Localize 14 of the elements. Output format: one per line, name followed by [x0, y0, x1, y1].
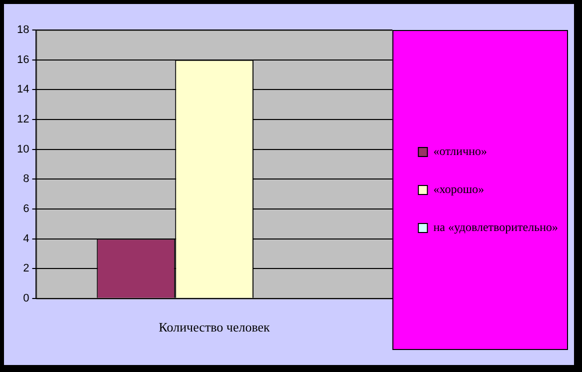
y-tick-label: 6	[23, 202, 30, 215]
y-tick-label: 10	[16, 143, 30, 156]
y-tick-label: 8	[23, 173, 30, 186]
y-tick-label: 4	[23, 232, 30, 245]
y-tick-label: 12	[16, 114, 30, 126]
y-tick-label: 0	[23, 292, 30, 304]
y-tick-label: 16	[16, 54, 30, 66]
legend-label: «хорошо»	[433, 182, 484, 196]
legend-label: «отлично»	[433, 144, 488, 158]
y-tick-label: 14	[16, 84, 30, 96]
y-tick-label: 18	[16, 24, 30, 36]
legend-label: на «удовлетворительно»	[433, 220, 558, 234]
x-tick-label: Количество человек	[158, 320, 271, 335]
y-tick-label: 2	[23, 262, 30, 275]
